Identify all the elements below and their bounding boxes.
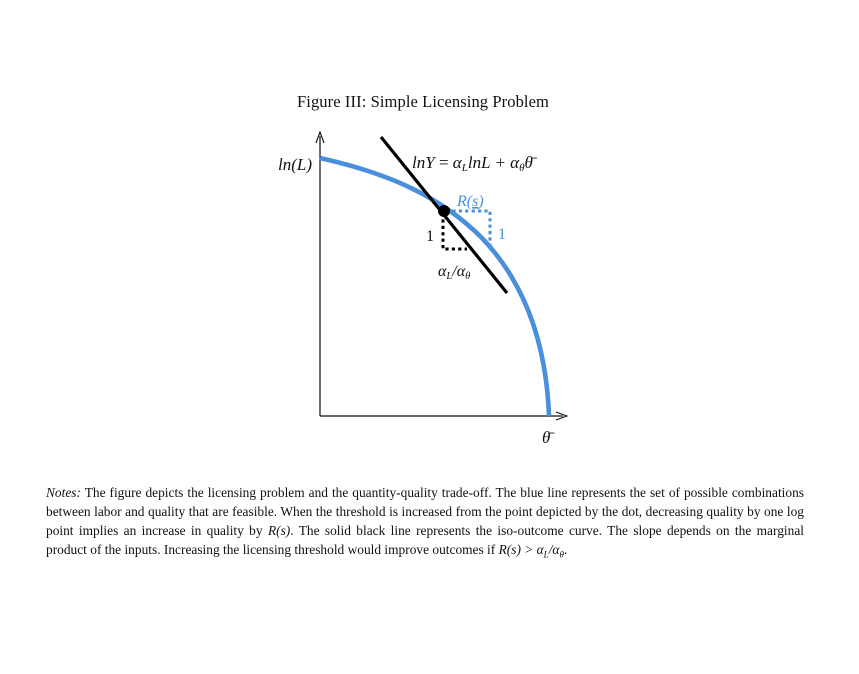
x-axis-arrow <box>555 411 569 421</box>
slope-sub1: L <box>445 271 452 282</box>
left-step-label: 1 <box>426 228 434 245</box>
notes-r-inline: R(s) <box>267 522 291 538</box>
slope-label: αL/αθ <box>438 263 470 282</box>
y-axis-label: ln(L) <box>278 155 312 174</box>
notes-r-condition: R(s) > α <box>498 541 544 557</box>
figure-notes: Notes: The figure depicts the licensing … <box>46 484 804 563</box>
y-axis-arrow <box>315 130 325 144</box>
figure-title: Figure III: Simple Licensing Problem <box>297 92 549 111</box>
iso-sub2: θ <box>519 162 525 174</box>
x-axis-label: θ̄ <box>542 428 555 447</box>
notes-sentence-1: The figure depicts the licensing problem… <box>46 485 804 538</box>
right-step-label: 1 <box>498 226 506 243</box>
notes-sentence-2: . The solid black line represents the is… <box>46 522 804 557</box>
notes-sub-theta: θ <box>559 549 564 560</box>
iso-theta: θ̄ <box>525 153 538 172</box>
notes-slash: /α <box>548 541 560 557</box>
iso-alpha1: α <box>453 153 463 172</box>
tangency-point <box>438 205 450 217</box>
iso-line-equation: lnY = αLlnL + αθθ̄ <box>412 153 538 174</box>
r-label-close: ) <box>477 193 483 210</box>
r-label: R(s) <box>456 193 484 210</box>
slope-alpha1: α <box>438 263 447 280</box>
feasible-frontier-curve <box>319 155 552 417</box>
iso-sub1: L <box>461 162 468 174</box>
iso-mid: lnL + α <box>468 153 520 172</box>
notes-label: Notes: <box>46 485 81 501</box>
slope-slash: /α <box>451 263 465 280</box>
blue-step-dotted <box>446 209 492 246</box>
r-label-s: s <box>472 193 478 210</box>
iso-lhs: lnY <box>412 153 436 172</box>
notes-sub-l: L <box>543 549 549 560</box>
r-label-r: R( <box>456 193 474 210</box>
black-step-dotted <box>441 213 467 251</box>
slope-sub2: θ <box>465 271 470 282</box>
notes-end: . <box>563 541 568 557</box>
iso-eq: = <box>435 153 453 172</box>
